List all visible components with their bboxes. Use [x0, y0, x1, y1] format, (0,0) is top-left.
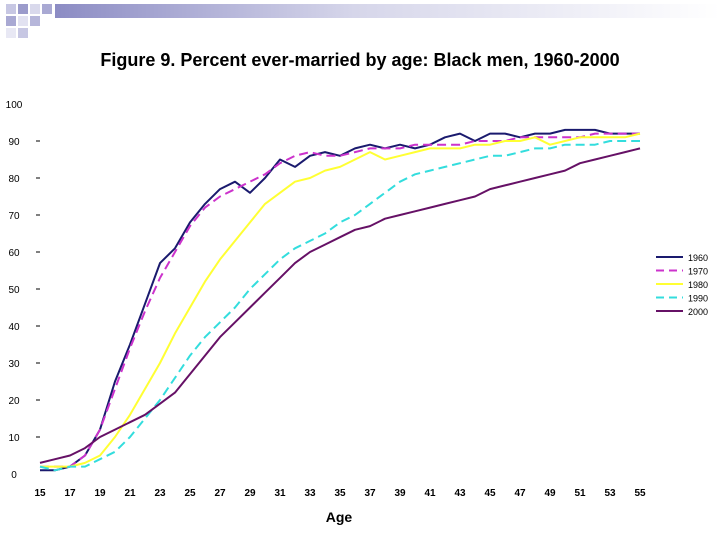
- legend-label-1990: 1990: [688, 294, 708, 304]
- legend-label-1970: 1970: [688, 267, 708, 277]
- x-tick-label: 51: [574, 488, 586, 499]
- x-tick-label: 41: [424, 488, 436, 499]
- y-tick-label: 50: [8, 285, 20, 296]
- y-tick-label: 70: [8, 211, 20, 222]
- x-tick-label: 25: [184, 488, 196, 499]
- x-tick-label: 17: [64, 488, 76, 499]
- x-tick-label: 15: [34, 488, 46, 499]
- x-tick-label: 31: [274, 488, 286, 499]
- x-tick-label: 55: [634, 488, 646, 499]
- x-tick-label: 21: [124, 488, 136, 499]
- series-line-2000: [39, 147, 641, 464]
- x-tick-label: 23: [154, 488, 166, 499]
- x-tick-label: 45: [484, 488, 496, 499]
- x-tick-label: 47: [514, 488, 526, 499]
- legend-label-1980: 1980: [688, 280, 708, 290]
- y-tick-label: 10: [8, 433, 20, 444]
- legend-label-1960: 1960: [688, 253, 708, 263]
- x-tick-label: 39: [394, 488, 406, 499]
- y-tick-label: 60: [8, 248, 20, 259]
- series-line-1960: [40, 128, 640, 472]
- y-tick-label: 90: [8, 137, 20, 148]
- legend-label-2000: 2000: [688, 307, 708, 317]
- x-tick-label: 35: [334, 488, 346, 499]
- y-tick-label: 100: [6, 100, 23, 111]
- series-lines: [39, 128, 641, 472]
- y-tick-label: 20: [8, 396, 20, 407]
- x-tick-label: 53: [604, 488, 616, 499]
- header-decoration: [6, 4, 720, 38]
- series-line-1980: [40, 132, 641, 468]
- y-tick-label: 80: [8, 174, 20, 185]
- x-tick-label: 43: [454, 488, 466, 499]
- x-axis-ticks: 15 17 19 21 23 25 27 29 31 33 35 37 39 41 43 45 47 49 51 53…: [34, 488, 646, 499]
- series-line-1970: [40, 132, 640, 468]
- chart-title: Figure 9. Percent ever-married by age: B…: [100, 50, 620, 70]
- y-tick-label: 0: [11, 470, 17, 481]
- x-tick-label: 19: [94, 488, 106, 499]
- y-tick-label: 30: [8, 359, 20, 370]
- x-tick-label: 27: [214, 488, 226, 499]
- x-tick-label: 29: [244, 488, 256, 499]
- x-tick-label: 49: [544, 488, 556, 499]
- legend: 1960 1970 1980 1990 2000: [656, 253, 708, 317]
- x-tick-label: 33: [304, 488, 316, 499]
- series-line-1990: [39, 140, 640, 472]
- y-tick-label: 40: [8, 322, 20, 333]
- y-axis-ticks: 0 10 20 30 40 50 60 70 80 90 100: [6, 100, 40, 481]
- x-tick-label: 37: [364, 488, 376, 499]
- x-axis-label: Age: [326, 509, 353, 525]
